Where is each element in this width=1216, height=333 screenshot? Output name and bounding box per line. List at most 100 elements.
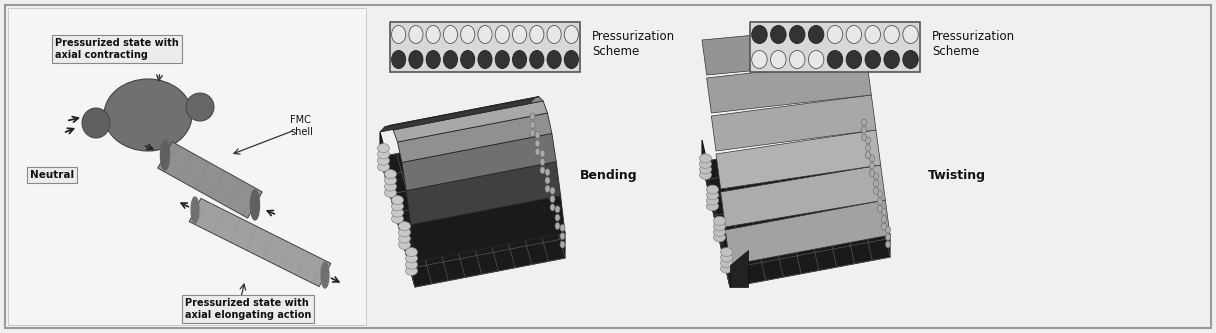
Ellipse shape xyxy=(535,140,540,147)
Ellipse shape xyxy=(866,137,871,144)
Ellipse shape xyxy=(545,185,550,192)
Ellipse shape xyxy=(878,205,883,212)
Ellipse shape xyxy=(699,165,711,174)
Ellipse shape xyxy=(512,26,527,44)
Ellipse shape xyxy=(405,248,417,257)
Ellipse shape xyxy=(426,26,440,44)
Ellipse shape xyxy=(191,197,199,223)
Ellipse shape xyxy=(865,26,880,44)
Ellipse shape xyxy=(444,26,457,44)
Polygon shape xyxy=(389,97,544,130)
Ellipse shape xyxy=(861,134,867,141)
Ellipse shape xyxy=(399,240,411,249)
Ellipse shape xyxy=(535,148,540,155)
Ellipse shape xyxy=(461,26,474,44)
Ellipse shape xyxy=(699,160,711,168)
Bar xyxy=(9,8,366,325)
Ellipse shape xyxy=(873,180,878,187)
Ellipse shape xyxy=(706,196,719,205)
Ellipse shape xyxy=(714,222,726,231)
Ellipse shape xyxy=(699,170,711,179)
Ellipse shape xyxy=(884,26,900,44)
Ellipse shape xyxy=(161,140,169,170)
Ellipse shape xyxy=(869,169,874,176)
Polygon shape xyxy=(411,196,565,262)
Ellipse shape xyxy=(495,26,510,44)
Ellipse shape xyxy=(882,223,886,230)
Ellipse shape xyxy=(405,254,417,263)
Ellipse shape xyxy=(409,26,423,44)
Ellipse shape xyxy=(392,202,404,211)
Ellipse shape xyxy=(321,262,328,288)
Ellipse shape xyxy=(250,190,259,220)
Ellipse shape xyxy=(392,51,406,69)
Ellipse shape xyxy=(789,51,805,69)
Ellipse shape xyxy=(399,228,411,237)
Ellipse shape xyxy=(384,169,396,178)
Ellipse shape xyxy=(561,233,565,240)
Polygon shape xyxy=(398,113,552,163)
Ellipse shape xyxy=(554,206,561,213)
Ellipse shape xyxy=(771,51,786,69)
Ellipse shape xyxy=(809,26,824,44)
Ellipse shape xyxy=(530,130,535,137)
Ellipse shape xyxy=(392,208,404,217)
Ellipse shape xyxy=(392,214,404,223)
Ellipse shape xyxy=(377,163,389,171)
Ellipse shape xyxy=(384,188,396,197)
Text: Pressurization
Scheme: Pressurization Scheme xyxy=(592,30,675,58)
Ellipse shape xyxy=(751,26,767,44)
Ellipse shape xyxy=(530,121,535,128)
Ellipse shape xyxy=(902,26,918,44)
Polygon shape xyxy=(716,130,880,189)
Ellipse shape xyxy=(426,51,440,69)
Polygon shape xyxy=(725,200,890,265)
Polygon shape xyxy=(862,110,890,257)
Polygon shape xyxy=(706,60,872,113)
Ellipse shape xyxy=(461,51,474,69)
Ellipse shape xyxy=(384,176,396,185)
Ellipse shape xyxy=(885,233,890,240)
Ellipse shape xyxy=(827,26,843,44)
Ellipse shape xyxy=(561,224,565,231)
Ellipse shape xyxy=(884,51,900,69)
Ellipse shape xyxy=(547,26,561,44)
Ellipse shape xyxy=(535,132,540,139)
Text: Bending: Bending xyxy=(580,168,637,181)
Ellipse shape xyxy=(554,214,561,221)
Ellipse shape xyxy=(706,201,719,211)
Ellipse shape xyxy=(540,159,545,166)
Polygon shape xyxy=(384,97,539,127)
Ellipse shape xyxy=(861,127,867,134)
Ellipse shape xyxy=(530,26,544,44)
Ellipse shape xyxy=(721,264,732,273)
Polygon shape xyxy=(530,103,565,258)
Text: Neutral: Neutral xyxy=(30,170,74,180)
Ellipse shape xyxy=(564,26,579,44)
Polygon shape xyxy=(379,128,565,287)
Ellipse shape xyxy=(882,208,886,215)
Ellipse shape xyxy=(885,226,890,233)
Polygon shape xyxy=(379,98,534,132)
Ellipse shape xyxy=(186,93,214,121)
Polygon shape xyxy=(702,140,730,287)
Ellipse shape xyxy=(384,182,396,191)
Ellipse shape xyxy=(399,234,411,243)
Ellipse shape xyxy=(377,150,389,159)
Ellipse shape xyxy=(885,241,890,248)
Polygon shape xyxy=(190,198,331,287)
Ellipse shape xyxy=(721,248,732,257)
Ellipse shape xyxy=(827,51,843,69)
Ellipse shape xyxy=(706,190,719,199)
Ellipse shape xyxy=(405,266,417,275)
Ellipse shape xyxy=(878,198,883,205)
Ellipse shape xyxy=(771,26,786,44)
Ellipse shape xyxy=(861,119,867,126)
Polygon shape xyxy=(711,95,876,151)
Polygon shape xyxy=(721,165,885,227)
Ellipse shape xyxy=(545,177,550,184)
Ellipse shape xyxy=(540,150,545,157)
Polygon shape xyxy=(406,162,561,225)
Ellipse shape xyxy=(392,195,404,204)
Ellipse shape xyxy=(751,51,767,69)
